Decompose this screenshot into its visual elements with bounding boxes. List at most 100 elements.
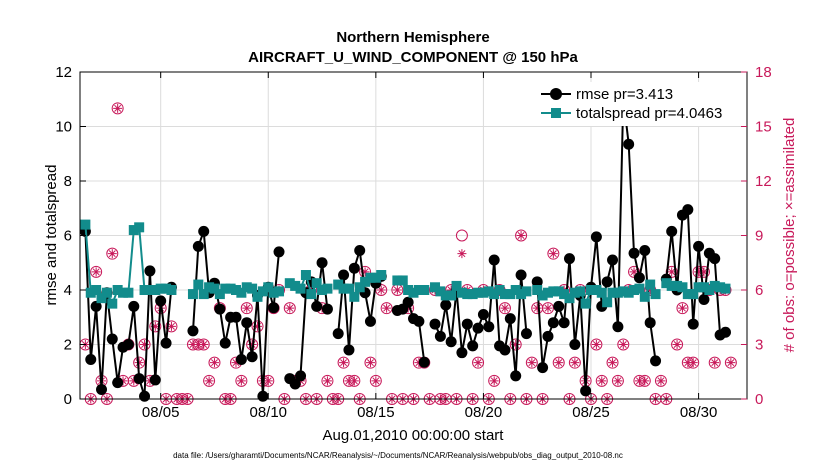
totalspread-point: [602, 297, 613, 308]
obs-assimilated-marker: [683, 358, 693, 368]
obs-possible-marker: [611, 374, 624, 387]
totalspread-point: [559, 289, 570, 300]
rmse-point: [499, 344, 511, 356]
obs-assimilated-marker: [242, 303, 252, 313]
obs-assimilated-marker: [166, 321, 176, 331]
obs-assimilated-marker: [726, 358, 736, 368]
totalspread-point: [284, 278, 295, 289]
rmse-point: [338, 269, 350, 281]
totalspread-point: [693, 282, 704, 293]
obs-assimilated-marker: [527, 358, 537, 368]
obs-possible-marker: [547, 247, 560, 260]
obs-possible-marker: [208, 356, 221, 369]
rmse-point: [219, 337, 231, 349]
obs-possible-marker: [525, 356, 538, 369]
rmse-point: [687, 318, 699, 330]
y-tick-label: 2: [64, 337, 72, 354]
obs-assimilated-marker: [548, 249, 558, 259]
totalspread-point: [580, 298, 591, 309]
obs-possible-marker: [708, 356, 721, 369]
totalspread-point: [300, 270, 311, 281]
totalspread-point: [252, 291, 263, 302]
rmse-point: [321, 303, 333, 315]
y2-tick-label: 18: [755, 64, 772, 81]
rmse-point: [633, 272, 645, 284]
totalspread-point: [247, 283, 258, 294]
totalspread-point: [612, 287, 623, 298]
rmse-point: [440, 299, 452, 311]
obs-assimilated-marker: [107, 249, 117, 259]
rmse-point: [402, 296, 414, 308]
y2-tick-label: 3: [755, 337, 763, 354]
obs-assimilated-marker: [231, 358, 241, 368]
totalspread-point: [451, 280, 462, 291]
obs-possible-marker: [251, 320, 264, 333]
obs-assimilated-marker: [322, 376, 332, 386]
totalspread-point: [311, 278, 322, 289]
obs-assimilated-marker: [360, 267, 370, 277]
totalspread-point: [720, 283, 731, 294]
y2-axis-label: # of obs: o=possible; ×=assimilated: [781, 118, 798, 353]
rmse-point: [235, 353, 247, 365]
rmse-point: [515, 269, 527, 281]
rmse-point: [149, 374, 161, 386]
obs-assimilated-marker: [640, 376, 650, 386]
totalspread-point: [144, 285, 155, 295]
totalspread-point: [274, 286, 285, 297]
rmse-point: [477, 309, 489, 321]
totalspread-point: [150, 285, 161, 295]
obs-assimilated-marker: [634, 376, 644, 386]
x-tick-label: 08/30: [680, 404, 718, 421]
totalspread-point: [392, 275, 403, 286]
y-tick-label: 10: [55, 119, 72, 136]
totalspread-point: [306, 289, 317, 300]
obs-assimilated-marker: [489, 376, 499, 386]
rmse-point: [230, 311, 242, 323]
totalspread-point: [672, 280, 683, 291]
totalspread-point: [682, 289, 693, 300]
totalspread-point: [317, 285, 328, 295]
totalspread-point: [596, 287, 607, 298]
x-tick-label: 08/10: [249, 404, 287, 421]
totalspread-point: [295, 283, 306, 294]
obs-possible-marker: [488, 374, 501, 387]
obs-assimilated-marker: [699, 267, 709, 277]
obs-assimilated-marker: [667, 267, 677, 277]
totalspread-point: [338, 283, 349, 294]
obs-possible-marker: [138, 338, 151, 351]
totalspread-point: [96, 293, 107, 304]
totalspread-point: [483, 286, 494, 297]
totalspread-point: [553, 286, 564, 297]
obs-possible-marker: [380, 302, 393, 315]
rmse-point: [85, 353, 97, 365]
rmse-point: [434, 330, 446, 342]
obs-assimilated-marker: [457, 249, 467, 259]
totalspread-point: [236, 287, 247, 298]
obs-possible-marker: [369, 374, 382, 387]
rmse-point: [268, 302, 280, 314]
rmse-point: [348, 262, 360, 274]
obs-assimilated-marker: [247, 340, 257, 349]
rmse-point: [504, 313, 516, 325]
rmse-point: [343, 344, 355, 356]
obs-assimilated-marker: [376, 285, 386, 295]
totalspread-point: [80, 219, 91, 230]
rmse-point: [558, 317, 570, 329]
totalspread-point: [419, 285, 430, 295]
obs-possible-marker: [568, 356, 581, 369]
rmse-point: [112, 377, 124, 389]
legend-rmse-label: rmse pr=3.413: [576, 86, 673, 103]
rmse-point: [563, 253, 575, 265]
totalspread-point: [618, 286, 629, 297]
obs-possible-marker: [509, 338, 522, 351]
totalspread-point: [397, 275, 408, 286]
totalspread-point: [209, 283, 220, 294]
rmse-point: [364, 315, 376, 327]
totalspread-point: [198, 289, 209, 300]
obs-possible-marker: [617, 338, 630, 351]
y2-tick-label: 12: [755, 173, 772, 190]
obs-possible-marker: [515, 229, 528, 242]
rmse-point: [445, 336, 457, 348]
obs-possible-marker: [106, 247, 119, 260]
totalspread-point: [376, 270, 387, 281]
